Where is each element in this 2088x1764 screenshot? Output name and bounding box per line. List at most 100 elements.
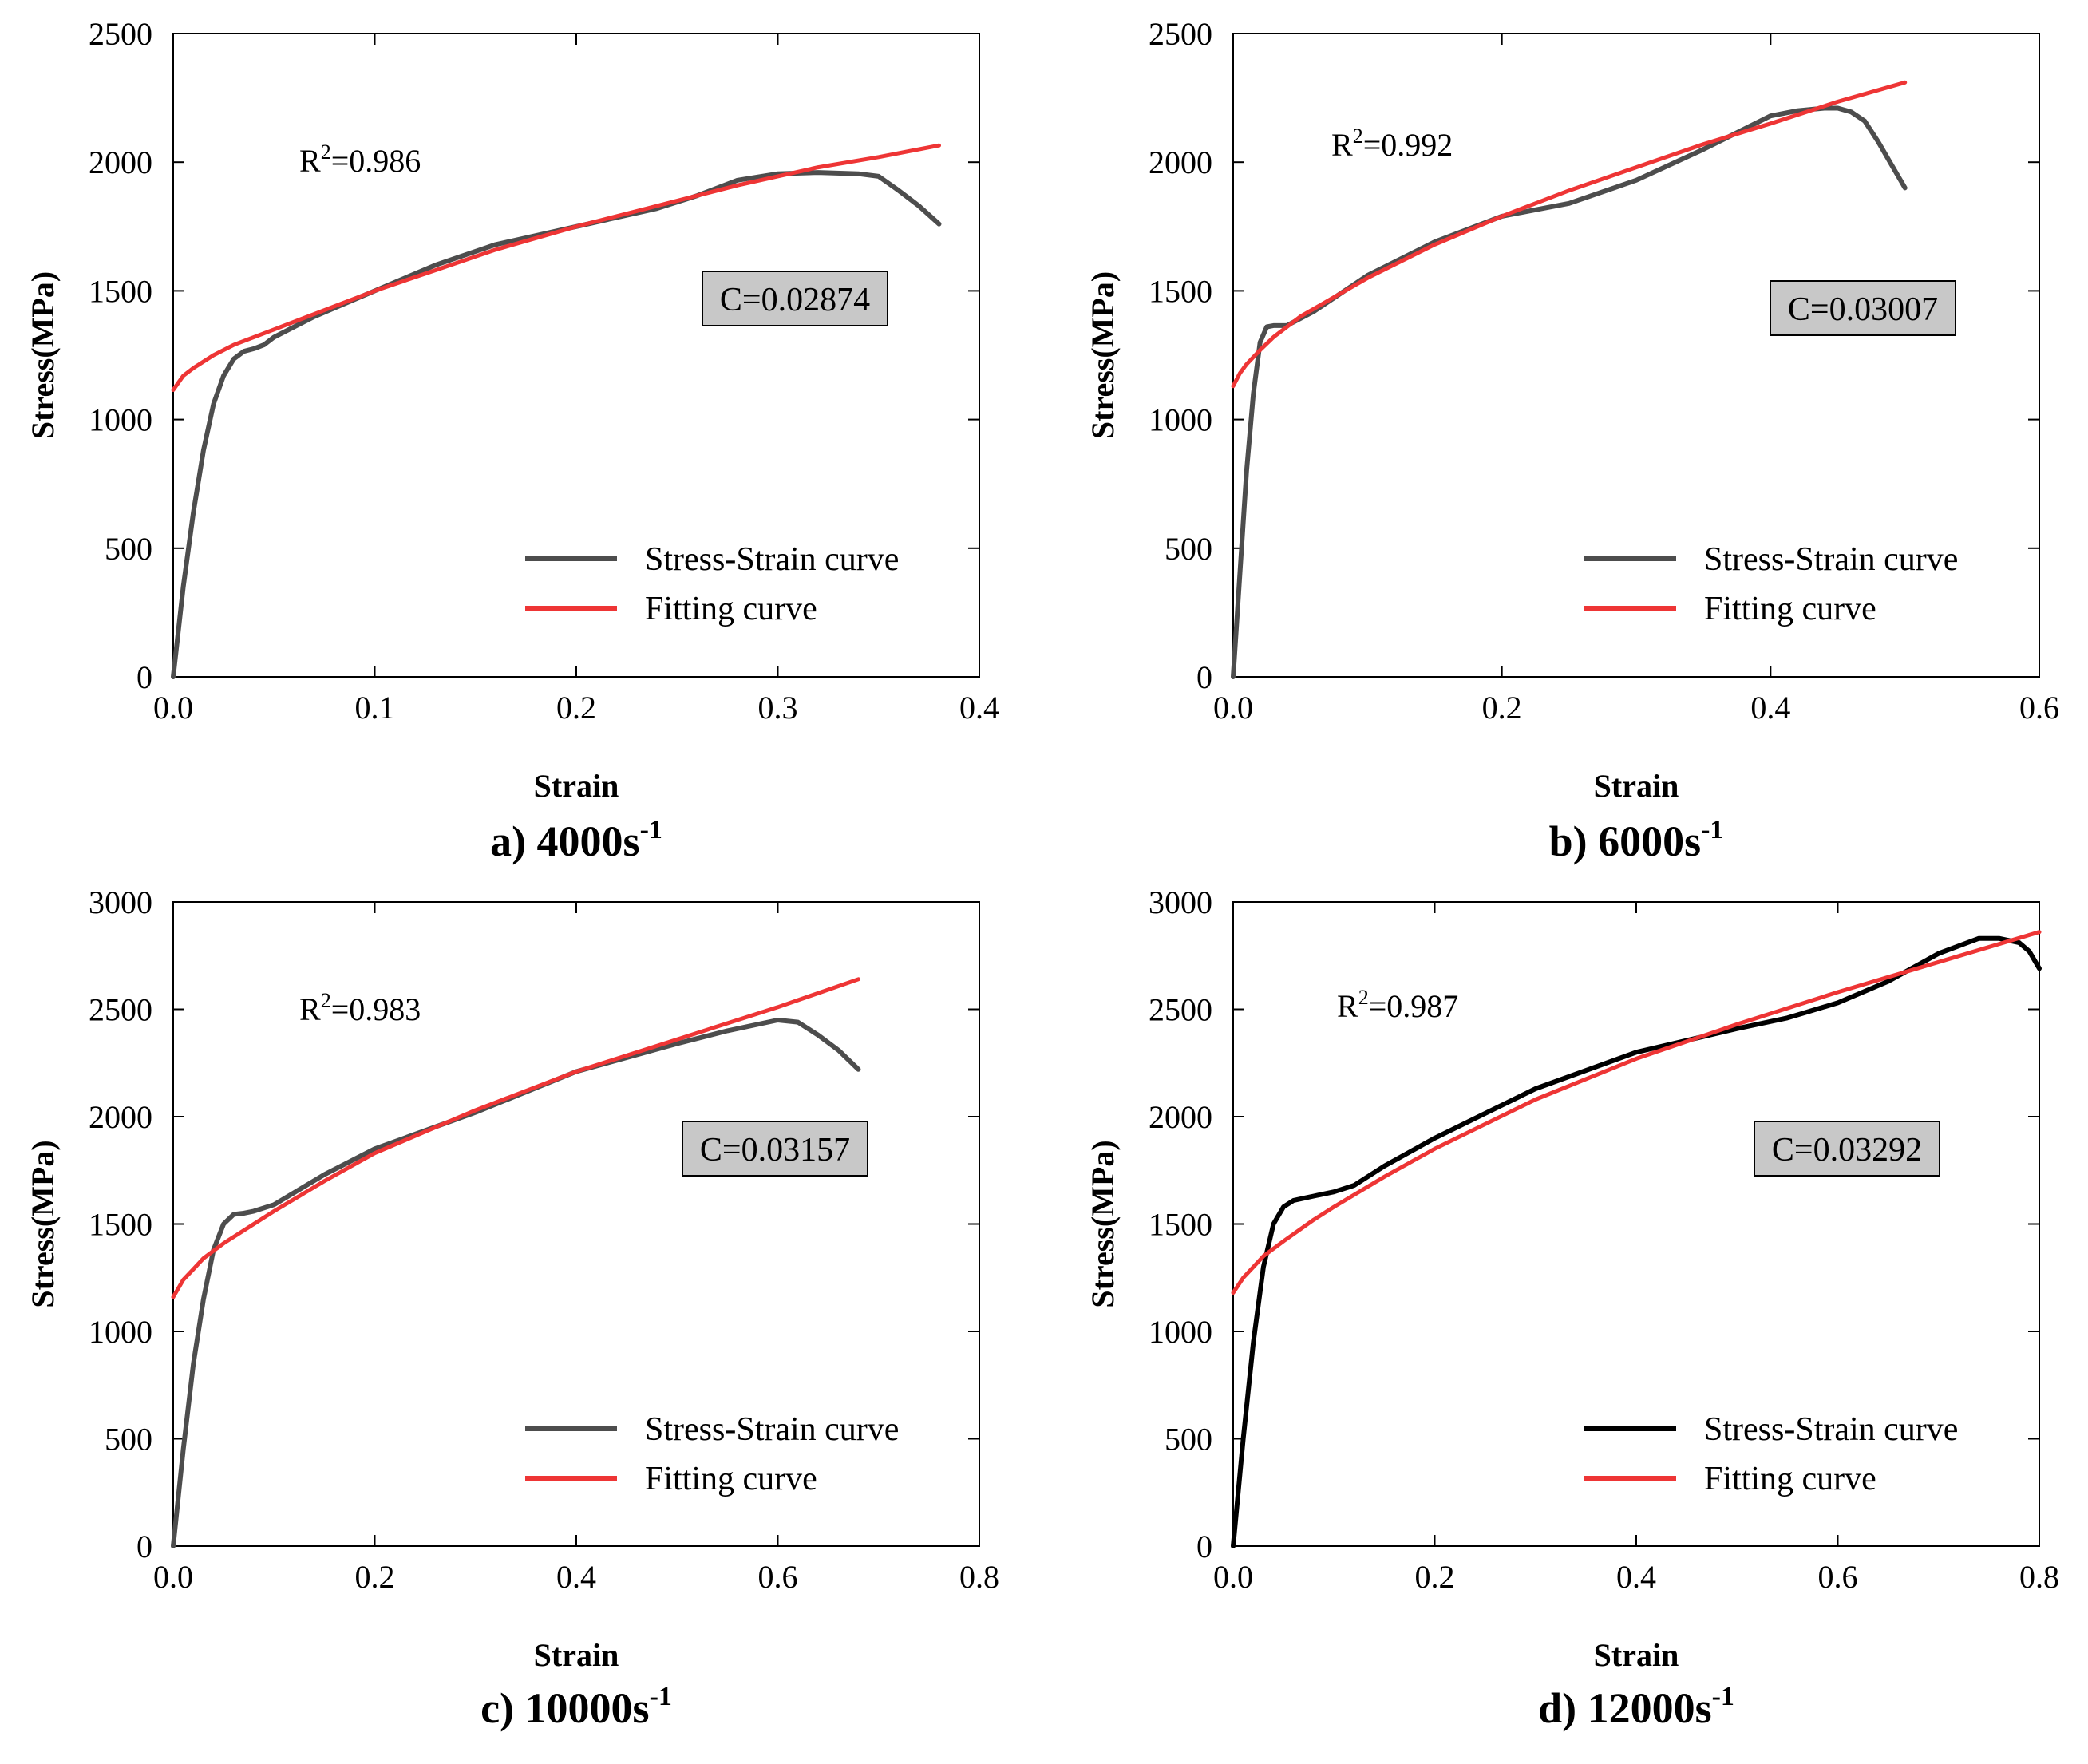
r-squared-superscript: 2 — [1353, 125, 1363, 148]
panel-caption-main: b) 6000s — [1549, 817, 1702, 865]
y-tick-label: 500 — [1165, 531, 1212, 567]
stress-strain-curve-line — [171, 170, 942, 679]
legend-label-fitting: Fitting curve — [645, 591, 817, 627]
r-squared-symbol: R — [1331, 127, 1353, 163]
legend-label-stress-strain: Stress-Strain curve — [645, 1411, 899, 1448]
c-value-label: C=0.03157 — [700, 1132, 850, 1169]
x-axis-title: Strain — [534, 1637, 619, 1673]
y-tick-label: 2000 — [1149, 1099, 1212, 1135]
y-axis-title: Stress(MPa) — [1085, 1140, 1121, 1307]
y-tick-label: 2000 — [89, 144, 152, 180]
y-tick-label: 3000 — [1149, 884, 1212, 920]
y-tick-label: 2500 — [89, 16, 152, 52]
panel-caption: a) 4000s-1 — [490, 815, 662, 865]
y-tick-label: 2500 — [1149, 992, 1212, 1028]
fitting-curve-line — [171, 977, 860, 1299]
y-tick-label: 2000 — [89, 1099, 152, 1135]
y-tick-label: 1000 — [89, 1314, 152, 1350]
plot-frame — [172, 33, 980, 678]
fitting-curve-line — [171, 143, 941, 392]
x-tick-label: 0.8 — [959, 1559, 999, 1595]
x-tick-label: 0.0 — [1213, 1559, 1253, 1595]
x-tick-label: 0.0 — [153, 690, 193, 726]
panel-caption-superscript: -1 — [1712, 1682, 1734, 1711]
r-squared-superscript: 2 — [1358, 986, 1369, 1009]
r-squared-label: R2=0.992 — [1331, 125, 1453, 163]
panel-b: 0.0 0.2 0.4 0.6 0 500 1000 1500 2000 2500 Strain St… — [1085, 16, 2059, 865]
r-squared-label: R2=0.986 — [299, 140, 421, 179]
panel-caption-main: c) 10000s — [480, 1684, 649, 1732]
fitting-curve-line — [1231, 930, 2042, 1295]
x-axis-title: Strain — [534, 768, 619, 804]
c-value-label: C=0.02874 — [720, 282, 870, 318]
panel-c: 0.0 0.2 0.4 0.6 0.8 0 500 1000 1500 2000 2500 3000 S… — [25, 884, 999, 1732]
x-tick-label: 0.6 — [1818, 1559, 1858, 1595]
stress-strain-curve-line — [1231, 935, 2042, 1548]
y-tick-label: 500 — [105, 531, 152, 567]
r-squared-value: =0.992 — [1363, 127, 1453, 163]
legend-label-stress-strain: Stress-Strain curve — [1704, 1411, 1958, 1448]
panel-caption-main: d) 12000s — [1538, 1684, 1712, 1732]
plot-frame — [172, 901, 980, 1547]
y-tick-label: 0 — [1196, 659, 1212, 695]
r-squared-value: =0.986 — [331, 143, 421, 179]
legend-label-fitting: Fitting curve — [1704, 591, 1876, 627]
y-tick-label: 1500 — [89, 273, 152, 309]
plot-frame — [1232, 33, 2040, 678]
x-tick-label: 0.4 — [1616, 1559, 1656, 1595]
panel-caption-superscript: -1 — [650, 1682, 672, 1711]
y-tick-label: 2500 — [89, 992, 152, 1028]
y-tick-label: 1000 — [89, 402, 152, 438]
y-axis-title: Stress(MPa) — [25, 271, 61, 439]
c-value-box — [1770, 280, 1956, 336]
panel-a: 0.0 0.1 0.2 0.3 0.4 0 500 1000 1500 2000 2500 Strai… — [25, 16, 999, 865]
legend-label-fitting: Fitting curve — [645, 1461, 817, 1497]
y-tick-label: 1500 — [89, 1207, 152, 1243]
c-value-label: C=0.03292 — [1772, 1132, 1922, 1169]
panel-caption-main: a) 4000s — [490, 817, 640, 865]
x-tick-label: 0.2 — [1482, 690, 1522, 726]
y-tick-label: 1000 — [1149, 1314, 1212, 1350]
x-tick-label: 0.0 — [1213, 690, 1253, 726]
legend-label-stress-strain: Stress-Strain curve — [645, 541, 899, 578]
y-tick-label: 0 — [136, 659, 152, 695]
c-value-box — [1754, 1121, 1940, 1177]
x-tick-label: 0.8 — [2019, 1559, 2059, 1595]
c-value-box — [682, 1121, 868, 1177]
legend-label-stress-strain: Stress-Strain curve — [1704, 541, 1958, 578]
x-tick-label: 0.3 — [758, 690, 798, 726]
x-tick-label: 0.0 — [153, 1559, 193, 1595]
y-axis-title: Stress(MPa) — [25, 1140, 61, 1307]
y-tick-label: 500 — [105, 1422, 152, 1457]
r-squared-label: R2=0.983 — [299, 989, 421, 1027]
r-squared-symbol: R — [299, 991, 321, 1027]
y-tick-label: 0 — [136, 1529, 152, 1564]
legend-label-fitting: Fitting curve — [1704, 1461, 1876, 1497]
r-squared-value: =0.987 — [1369, 988, 1459, 1024]
x-tick-label: 0.2 — [355, 1559, 395, 1595]
y-tick-label: 1000 — [1149, 402, 1212, 438]
y-tick-label: 1500 — [1149, 1207, 1212, 1243]
panel-d: 0.0 0.2 0.4 0.6 0.8 0 500 1000 1500 2000 2500 3000 S… — [1085, 884, 2059, 1732]
panel-caption-superscript: -1 — [640, 815, 662, 844]
x-tick-label: 0.4 — [1750, 690, 1790, 726]
x-tick-label: 0.2 — [556, 690, 596, 726]
x-tick-label: 0.4 — [556, 1559, 596, 1595]
r-squared-label: R2=0.987 — [1337, 986, 1458, 1024]
stress-strain-curve-line — [171, 1018, 861, 1548]
y-tick-label: 2500 — [1149, 16, 1212, 52]
y-tick-label: 500 — [1165, 1422, 1212, 1457]
panel-caption: d) 12000s-1 — [1538, 1682, 1734, 1732]
r-squared-value: =0.983 — [331, 991, 421, 1027]
x-tick-label: 0.2 — [1415, 1559, 1455, 1595]
fitting-curve-line — [1231, 80, 1908, 389]
y-tick-label: 0 — [1196, 1529, 1212, 1564]
r-squared-superscript: 2 — [321, 989, 331, 1012]
panel-caption: b) 6000s-1 — [1549, 815, 1724, 865]
x-tick-label: 0.6 — [2019, 690, 2059, 726]
x-tick-label: 0.4 — [959, 690, 999, 726]
c-value-label: C=0.03007 — [1788, 291, 1938, 328]
r-squared-symbol: R — [1337, 988, 1358, 1024]
panel-caption-superscript: -1 — [1701, 815, 1723, 844]
